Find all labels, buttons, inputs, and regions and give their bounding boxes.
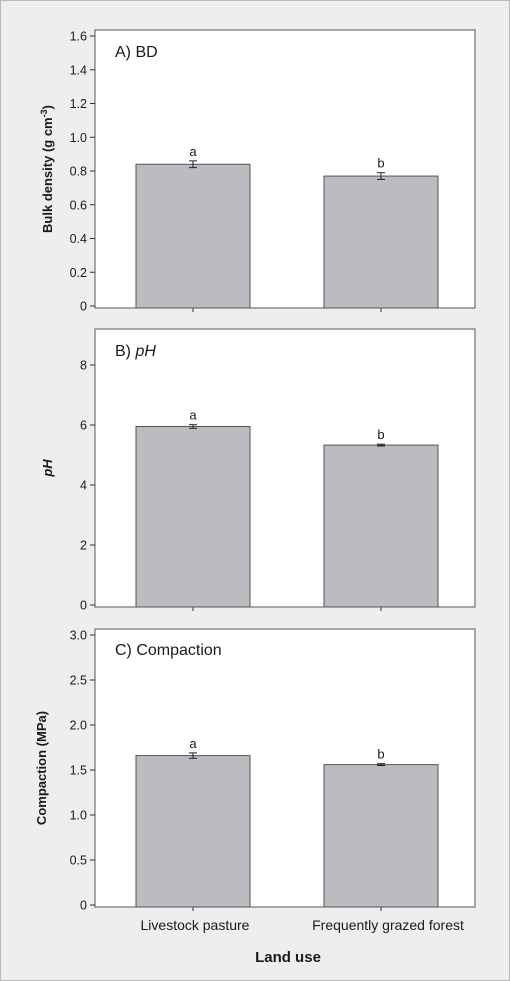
panel-a-bars: ab [135,144,439,309]
significance-letter: b [377,156,384,171]
y-tick-label: 1.4 [70,63,87,77]
y-tick-label: 0 [80,300,87,314]
y-tick-label: 1.0 [70,809,87,823]
panel-a-ylabel: Bulk density (g cm-3) [39,105,55,233]
significance-letter: b [377,747,384,762]
y-tick-label: 0.8 [70,165,87,179]
panel-c-title: C) Compaction [115,642,222,659]
y-tick-label: 8 [80,359,87,373]
x-axis-label: Land use [255,949,321,966]
panel-a-yticks: 0 0.2 0.4 0.6 0.8 1.0 1.2 1.4 1.6 [70,30,382,314]
panel-c-yticks: 0 0.5 1.0 1.5 2.0 2.5 3.0 [70,629,382,913]
panel-b-ylabel: pH [40,459,55,478]
y-tick-label: 2 [80,539,87,553]
y-tick-label: 1.2 [70,97,87,111]
panel-a-title: A) BD [115,44,158,61]
significance-letter: b [377,427,384,442]
y-tick-label: 0.6 [70,198,87,212]
y-tick-label: 3.0 [70,629,87,643]
panel-b-title: B) pH [115,343,156,360]
panel-a: A) BD Bulk density (g cm-3) 0 0.2 0.4 0.6 0.… [39,29,476,314]
y-tick-label: 6 [80,419,87,433]
significance-letter: a [189,736,197,751]
panel-b-bars: ab [135,408,439,608]
y-tick-label: 1.6 [70,30,87,44]
panel-c: C) Compaction Compaction (MPa) 0 0.5 1.0 1.… [34,628,476,913]
y-tick-label: 0.2 [70,266,87,280]
panel-b-yticks: 0 2 4 6 8 [80,359,382,613]
x-category-label-1: Frequently grazed forest [312,917,464,933]
y-tick-label: 0 [80,899,87,913]
bar-livestock-pasture [135,755,251,908]
bar-livestock-pasture [135,163,251,309]
y-tick-label: 4 [80,479,87,493]
y-tick-label: 2.0 [70,719,87,733]
y-tick-label: 0.5 [70,854,87,868]
bar-frequently-grazed-forest [323,175,439,309]
x-category-label-0: Livestock pasture [141,917,250,933]
y-tick-label: 0.4 [70,232,87,246]
y-tick-label: 1.0 [70,131,87,145]
bar-livestock-pasture [135,426,251,608]
bar-frequently-grazed-forest [323,764,439,908]
panel-c-bars: ab [135,736,439,908]
y-tick-label: 0 [80,599,87,613]
bar-frequently-grazed-forest [323,444,439,608]
panel-c-ylabel: Compaction (MPa) [34,711,49,825]
y-tick-label: 2.5 [70,674,87,688]
significance-letter: a [189,408,197,423]
significance-letter: a [189,144,197,159]
y-tick-label: 1.5 [70,764,87,778]
